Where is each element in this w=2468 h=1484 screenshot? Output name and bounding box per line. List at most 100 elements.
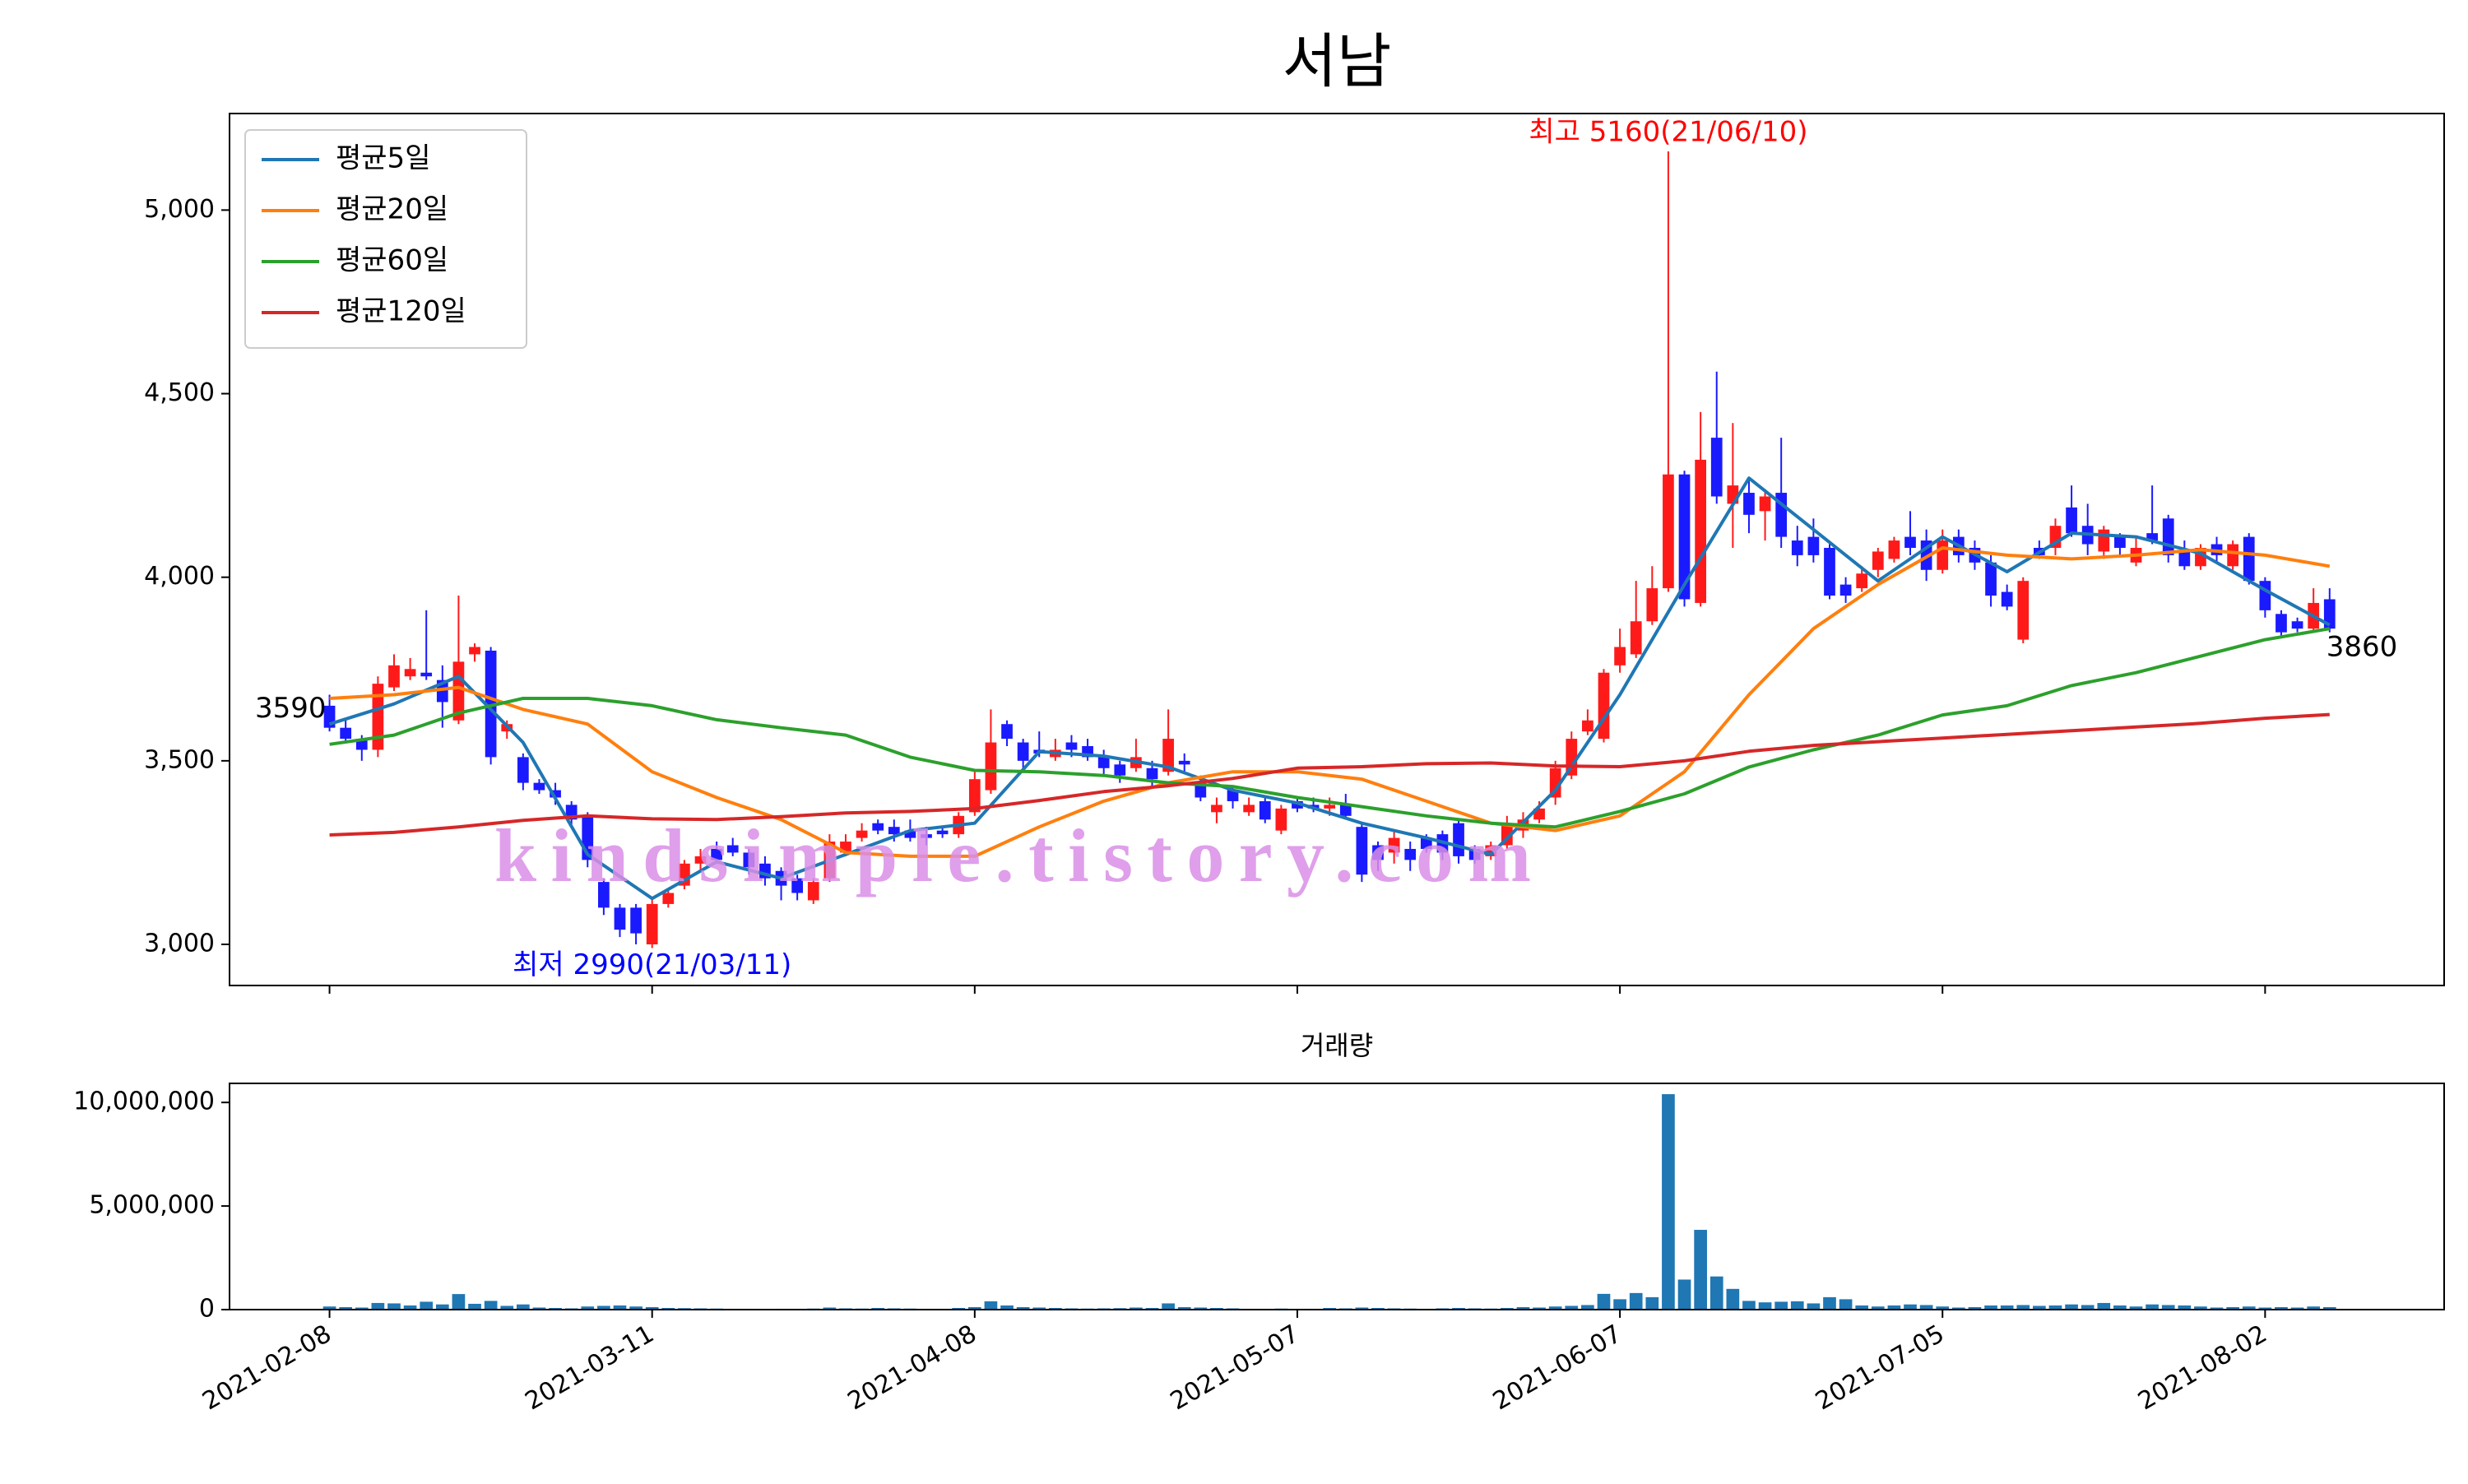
candle-body	[1211, 805, 1222, 813]
candle-body	[2066, 507, 2077, 534]
candle-body	[1420, 837, 1432, 849]
candle-body	[2275, 614, 2287, 633]
volume-bar	[2210, 1307, 2224, 1310]
candle-body	[1146, 768, 1158, 780]
candle-body	[2259, 581, 2271, 610]
candle-body	[2178, 551, 2191, 567]
ma-line	[329, 476, 2331, 901]
candle-body	[1614, 647, 1626, 665]
candle-body	[1339, 805, 1352, 816]
candle-body	[1824, 547, 1835, 596]
volume-bar	[823, 1307, 837, 1310]
volume-bar	[613, 1305, 627, 1310]
volume-bar	[645, 1306, 659, 1310]
annotation: 최고 5160(21/06/10)	[1529, 115, 1807, 148]
volume-bar	[661, 1307, 675, 1310]
candle-body	[1388, 837, 1400, 853]
volume-bar	[1613, 1299, 1626, 1310]
candle-body	[598, 882, 610, 908]
volume-bar	[1758, 1302, 1772, 1310]
candle-body	[1695, 459, 1706, 603]
volume-bar	[629, 1306, 643, 1310]
volume-bar	[1581, 1305, 1594, 1310]
candle-body	[1743, 493, 1755, 515]
volume-bar	[1355, 1307, 1369, 1310]
volume-bar	[1323, 1307, 1337, 1310]
candle-body	[1549, 768, 1561, 798]
candle-body	[711, 848, 722, 860]
volume-bar	[2146, 1304, 2159, 1310]
volume-bar	[420, 1301, 434, 1310]
volume-bar	[1807, 1303, 1821, 1310]
volume-bar	[2016, 1305, 2030, 1310]
legend-label: 평균5일	[336, 142, 430, 175]
volume-bar	[1742, 1301, 1756, 1310]
candle-body	[1663, 474, 1674, 589]
candle-body	[1114, 764, 1126, 776]
candle-body	[1195, 782, 1207, 798]
volume-bar	[532, 1307, 546, 1310]
candle-body	[791, 878, 804, 893]
candle-body	[985, 742, 997, 791]
volume-bar	[1548, 1306, 1562, 1310]
candle-body	[2162, 518, 2174, 555]
volume-bar	[1533, 1307, 1546, 1310]
volume-bar	[2194, 1306, 2207, 1310]
candle-body	[1904, 536, 1916, 548]
volume-bar	[1951, 1307, 1965, 1310]
candle-body	[340, 727, 352, 740]
volume-bar	[2048, 1305, 2062, 1310]
volume-bar	[1177, 1306, 1191, 1310]
candle-body	[1001, 724, 1013, 740]
volume-bar	[2322, 1306, 2336, 1310]
volume-bar	[339, 1306, 353, 1310]
volume-bar	[452, 1294, 466, 1310]
candle-body	[726, 845, 739, 853]
candle-body	[1582, 720, 1594, 732]
candle-body	[2001, 591, 2013, 607]
volume-bar	[1855, 1305, 1869, 1310]
candle-body	[1227, 790, 1239, 801]
volume-bar	[1032, 1307, 1046, 1310]
volume-bar	[1501, 1307, 1514, 1310]
volume-bar	[1726, 1288, 1740, 1310]
candle-body	[1630, 621, 1642, 655]
volume-bar	[2290, 1307, 2304, 1310]
volume-bar	[1823, 1296, 1836, 1310]
volume-bar	[1049, 1307, 1062, 1310]
volume-bar	[1694, 1230, 1707, 1310]
volume-bar	[355, 1307, 369, 1310]
candle-body	[1356, 827, 1368, 875]
volume-bar	[403, 1305, 417, 1310]
watermark: kindsimple.tistory.com	[494, 814, 1531, 897]
volume-title: 거래량	[1301, 1030, 1373, 1061]
plot-frame	[229, 113, 2445, 986]
candle-body	[614, 907, 626, 930]
candle-body	[1775, 493, 1788, 537]
candle-body	[1292, 800, 1303, 809]
volume-bar	[984, 1301, 998, 1310]
volume-bar	[500, 1305, 514, 1310]
candle-body	[1888, 540, 1900, 559]
volume-bar	[1839, 1299, 1853, 1310]
volume-bar	[1919, 1305, 1933, 1310]
annotation: 최저 2990(21/03/11)	[513, 948, 791, 981]
candle-body	[1710, 438, 1723, 497]
candle-body	[1162, 739, 1174, 772]
volume-bar	[1516, 1306, 1530, 1310]
candle-body	[1678, 474, 1691, 600]
candle-body	[2323, 599, 2336, 629]
volume-bar	[1790, 1301, 1804, 1310]
candle-body	[1178, 760, 1190, 765]
candle-body	[1759, 496, 1771, 512]
candle-body	[485, 650, 497, 758]
candle-body	[1646, 588, 1658, 622]
candle-body	[646, 903, 658, 945]
volume-bar	[2178, 1305, 2192, 1310]
candle-body	[1985, 562, 1997, 596]
candle-body	[1259, 800, 1271, 820]
candle-body	[404, 669, 416, 677]
